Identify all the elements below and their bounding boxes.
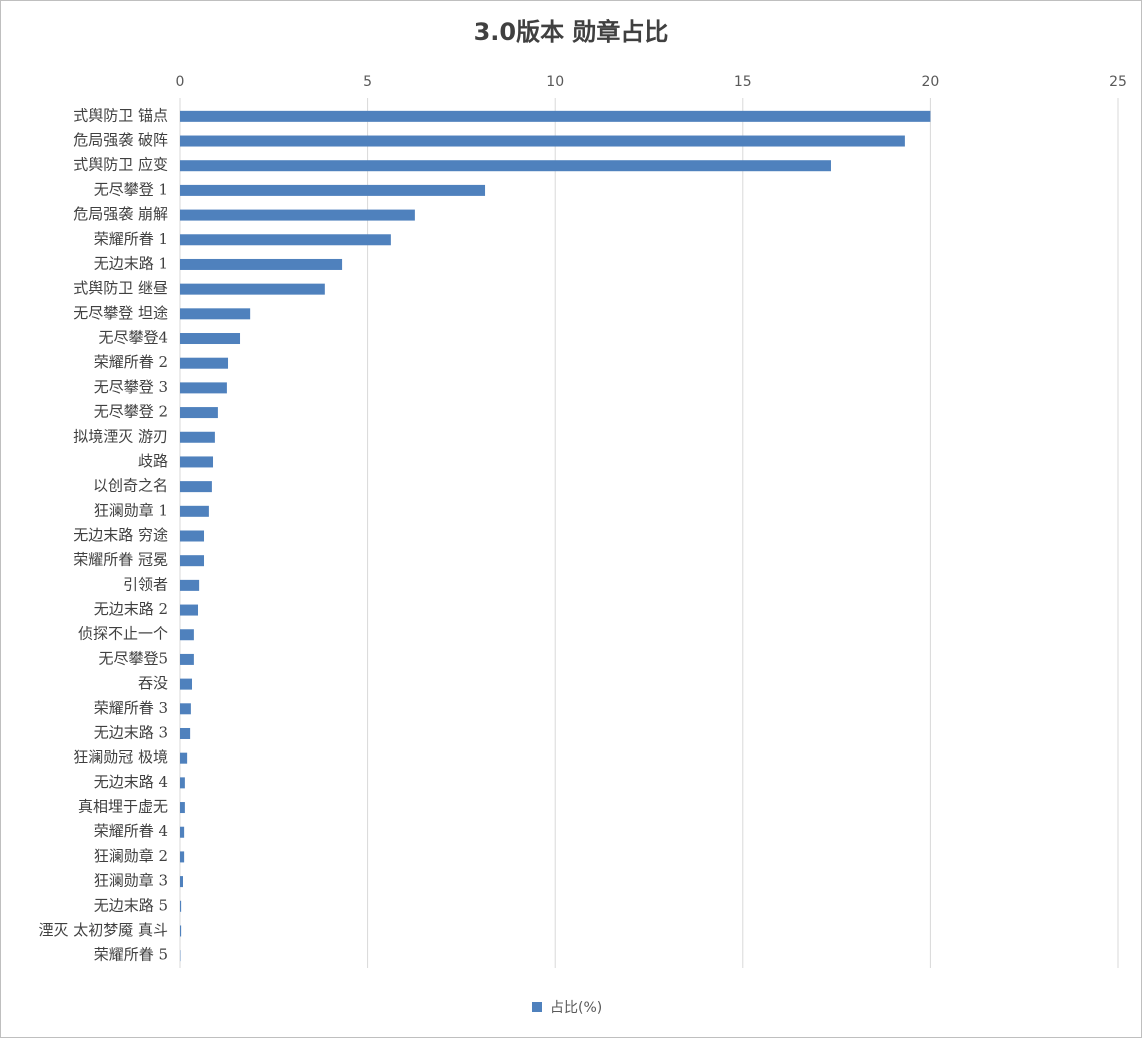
bar [180,135,905,147]
bar [180,160,831,172]
x-tick-label: 20 [921,74,939,90]
bar [180,184,486,196]
bar [180,777,185,789]
y-tick-label: 荣耀所眷 4 [94,822,168,840]
legend-swatch [532,1002,542,1012]
y-tick-label: 无边末路 4 [94,773,168,791]
y-tick-label: 无尽攀登 3 [94,378,168,396]
y-tick-label: 无边末路 5 [94,896,168,914]
bar [180,481,212,493]
bar [180,876,184,888]
x-tick-label: 0 [176,74,185,90]
bar [180,727,191,739]
bar [180,703,191,715]
bar [180,505,209,517]
chart-title: 3.0版本 勋章占比 [474,18,669,46]
y-tick-label: 吞没 [138,674,168,692]
bar [180,555,205,567]
bar [180,629,194,641]
y-tick-label: 荣耀所眷 5 [94,946,168,964]
bar [180,258,343,270]
y-tick-label: 荣耀所眷 2 [94,353,168,371]
y-tick-label: 无边末路 穷途 [73,526,168,544]
y-tick-label: 拟境湮灭 游刃 [73,427,168,445]
y-tick-label: 狂澜勋章 2 [94,847,168,865]
x-tick-label: 10 [546,74,564,90]
bar [180,333,241,345]
y-tick-label: 真相埋于虚无 [78,798,168,816]
bar [180,382,227,394]
bar [180,308,251,320]
bar [180,110,931,122]
bar [180,826,185,838]
bar [180,900,182,912]
y-tick-label: 无尽攀登 1 [94,180,168,198]
bar [180,851,185,863]
y-tick-label: 危局强袭 破阵 [73,131,168,149]
bar [180,456,214,468]
bar [180,209,415,221]
x-tick-label: 15 [734,74,752,90]
y-tick-label: 式舆防卫 锚点 [73,106,168,124]
bar [180,407,218,419]
y-tick-label: 无尽攀登5 [98,649,168,667]
y-tick-label: 式舆防卫 继昼 [73,279,168,297]
y-tick-label: 侦探不止一个 [78,625,168,643]
bar [180,530,205,542]
bar [180,925,182,937]
bar [180,431,215,443]
y-tick-label: 无尽攀登4 [98,329,168,347]
y-tick-label: 荣耀所眷 冠冕 [73,551,168,569]
legend-label: 占比(%) [550,1000,602,1016]
y-tick-label: 无边末路 2 [94,600,168,618]
bar [180,283,325,295]
y-tick-label: 荣耀所眷 3 [94,699,168,717]
y-tick-label: 狂澜勋章 1 [94,501,168,519]
bar [180,653,194,665]
y-tick-label: 无尽攀登 2 [94,403,168,421]
bar [180,579,200,591]
y-tick-label: 无边末路 3 [94,723,168,741]
y-tick-label: 狂澜勋章 3 [94,872,168,890]
y-tick-label: 危局强袭 崩解 [73,205,168,223]
y-tick-label: 湮灭 太初梦魇 真斗 [38,921,168,939]
bar [180,678,193,690]
x-tick-label: 25 [1109,74,1127,90]
y-tick-label: 狂澜勋冠 极境 [73,748,168,766]
y-tick-label: 以创奇之名 [93,477,168,495]
y-tick-label: 荣耀所眷 1 [94,230,168,248]
bar [180,604,199,616]
bar [180,752,188,764]
y-tick-label: 无尽攀登 坦途 [73,304,168,322]
y-tick-label: 无边末路 1 [94,254,168,272]
y-tick-label: 式舆防卫 应变 [73,156,168,174]
bar [180,357,229,369]
bar [180,234,391,246]
y-tick-label: 引领者 [123,575,168,593]
x-tick-label: 5 [363,74,372,90]
bar [180,802,185,814]
y-tick-label: 歧路 [138,452,168,470]
